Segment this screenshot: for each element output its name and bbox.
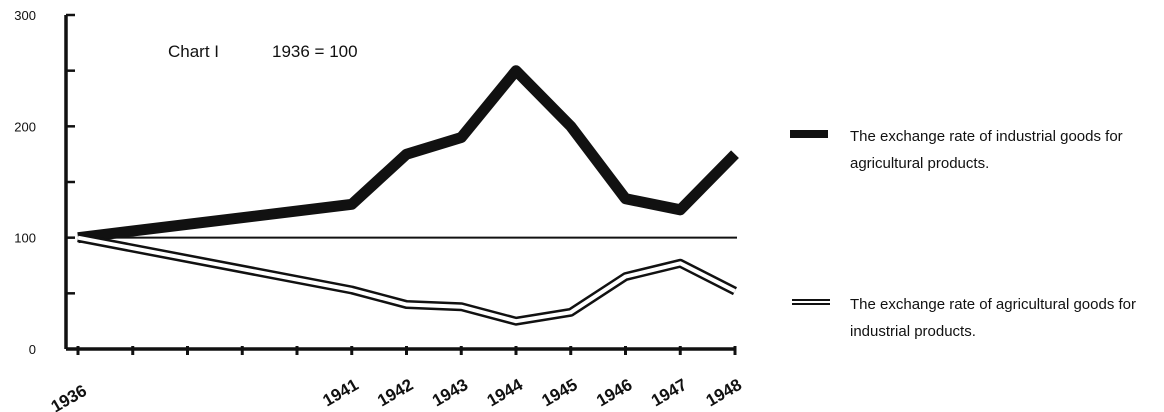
x-tick-label: 1947 [648,375,690,410]
y-tick-label: 300 [14,8,36,23]
x-tick-label: 1948 [703,375,745,410]
chart-title: Chart I [168,42,219,61]
legend-swatch-double-icon [792,299,830,305]
series-line-agricultural-outer [77,233,738,326]
x-axis-ticks: 1936 1941 1942 1943 1944 1945 1946 1947 1948 [48,346,745,412]
y-tick-label: 0 [29,342,36,357]
y-axis-ticks: 0 100 200 300 [14,8,75,357]
series-line-agricultural-inner [77,235,736,324]
legend-swatch-thick-icon [790,130,828,138]
x-tick-label: 1941 [319,375,361,410]
legend-item-industrial: The exchange rate of industrial goods fo… [850,123,1164,177]
x-tick-label: 1945 [538,375,580,410]
y-tick-label: 200 [14,119,36,134]
legend-item-agricultural: The exchange rate of agricultural goods … [850,291,1164,345]
legend-label-agricultural: The exchange rate of agricultural goods … [850,296,1137,340]
chart-subtitle: 1936 = 100 [272,42,358,61]
x-tick-label: 1936 [48,381,90,412]
legend-label-industrial: The exchange rate of industrial goods fo… [850,128,1123,172]
y-tick-label: 100 [14,231,36,246]
x-tick-label: 1942 [374,375,416,410]
series-line-industrial [77,65,739,244]
x-tick-label: 1943 [429,375,471,410]
series-lines [77,65,739,326]
x-tick-label: 1944 [484,375,527,411]
x-tick-label: 1946 [593,375,635,410]
